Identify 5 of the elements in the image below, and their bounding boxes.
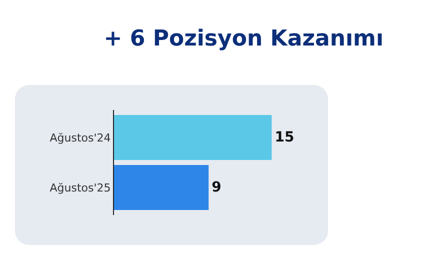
data-label: 15	[274, 130, 294, 146]
data-label: 9	[212, 180, 222, 196]
y-tick-label: Ağustos'24	[50, 131, 111, 144]
y-tick-label: Ağustos'25	[50, 181, 111, 194]
chart-title: + 6 Pozisyon Kazanımı	[104, 26, 384, 52]
